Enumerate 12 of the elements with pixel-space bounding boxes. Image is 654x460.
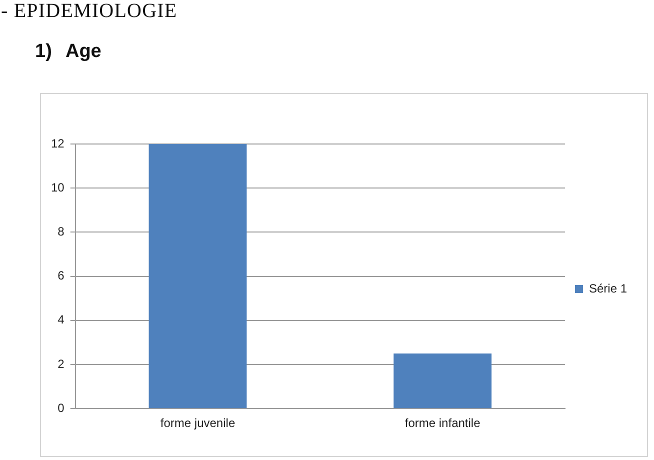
chart-subtitle: 1) Age bbox=[35, 41, 102, 63]
y-tick-label: 2 bbox=[58, 356, 65, 371]
y-tick-label: 4 bbox=[58, 312, 65, 327]
y-tick-label: 10 bbox=[50, 180, 65, 194]
chart-title: - EPIDEMIOLOGIE bbox=[1, 0, 178, 22]
legend-label: Série 1 bbox=[588, 281, 628, 296]
x-tick-label: forme infantile bbox=[404, 416, 481, 430]
x-tick-label: forme juvenile bbox=[160, 416, 236, 430]
y-tick-label: 0 bbox=[58, 400, 65, 415]
y-tick-label: 6 bbox=[58, 268, 65, 283]
y-tick-label: 8 bbox=[58, 224, 65, 239]
y-tick-label: 12 bbox=[50, 136, 65, 150]
